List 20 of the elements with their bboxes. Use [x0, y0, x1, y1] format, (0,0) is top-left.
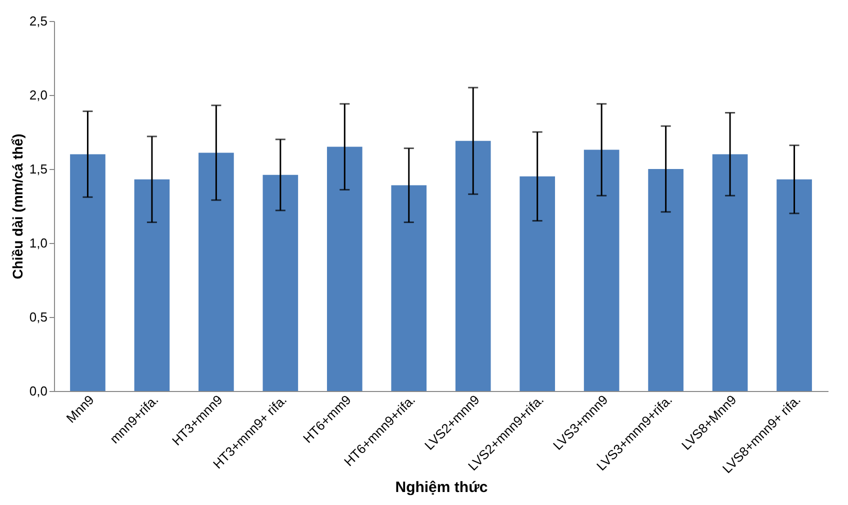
bar: [712, 154, 748, 391]
y-tick-label: 0,0: [29, 384, 48, 398]
bar: [648, 169, 684, 391]
bar: [262, 174, 298, 391]
y-tick-label: 2,5: [29, 14, 48, 28]
bar: [326, 146, 362, 391]
bar: [134, 179, 170, 391]
y-axis-title: Chiều dài (mm/cá thể): [9, 134, 26, 280]
y-tick-label: 0,5: [29, 310, 48, 324]
bar: [391, 185, 427, 391]
bar: [520, 176, 556, 391]
bar: [70, 154, 106, 391]
y-tick-label: 2,0: [29, 88, 48, 102]
y-tick-label: 1,0: [29, 236, 48, 250]
y-tick-label: 1,5: [29, 162, 48, 176]
bar: [198, 152, 234, 391]
bar: [455, 140, 491, 391]
bar: [776, 179, 812, 391]
bar: [584, 150, 620, 391]
x-axis-title: Nghiệm thức: [395, 479, 488, 496]
